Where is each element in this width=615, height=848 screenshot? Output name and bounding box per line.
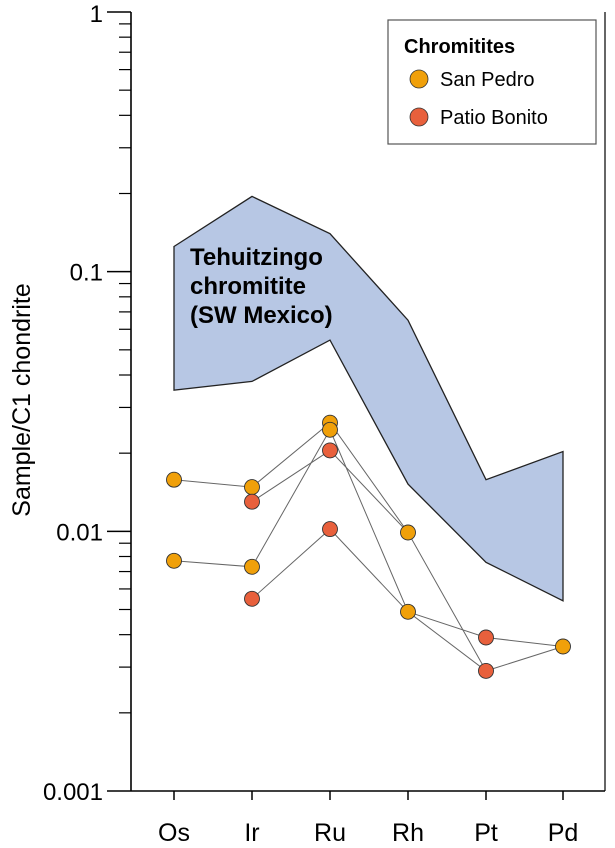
legend-title: Chromitites — [404, 36, 515, 58]
series-line-3 — [251, 449, 487, 672]
data-point-patio-bonito — [322, 442, 338, 459]
y-tick-label: 0.01 — [56, 519, 103, 546]
x-tick-label: Ru — [314, 819, 346, 847]
x-tick-label: Rh — [392, 819, 424, 847]
data-point-san-pedro — [400, 603, 416, 620]
data-point-san-pedro — [166, 471, 182, 488]
data-point-san-pedro — [244, 479, 260, 496]
data-point-san-pedro — [244, 558, 260, 575]
data-point-san-pedro — [322, 421, 338, 438]
data-point-san-pedro — [166, 552, 182, 569]
band-layer — [173, 195, 564, 602]
x-tick-label: Pd — [548, 819, 579, 847]
series-line-2 — [173, 428, 564, 672]
y-tick-label: 1 — [90, 1, 103, 28]
legend-marker-san-pedro — [409, 69, 429, 89]
band-label: Tehuitzingo chromitite (SW Mexico) — [190, 244, 333, 329]
series-line-1 — [173, 421, 409, 533]
data-points — [166, 414, 571, 679]
data-point-patio-bonito — [322, 521, 338, 538]
band-label-line: chromitite — [190, 273, 306, 300]
x-tick-label: Ir — [244, 819, 259, 847]
data-point-san-pedro — [555, 638, 571, 655]
band-label-line: (SW Mexico) — [190, 302, 333, 329]
data-point-patio-bonito — [478, 629, 494, 646]
y-tick-label: 0.1 — [70, 260, 103, 287]
axes: 0.001 0.01 0.1 1 Os Ir Ru Rh Pt Pd — [43, 1, 606, 847]
y-axis-label: Sample/C1 chondrite — [8, 283, 36, 516]
data-point-patio-bonito — [244, 590, 260, 607]
y-tick-label: 0.001 — [43, 779, 103, 806]
data-point-patio-bonito — [478, 662, 494, 679]
legend-label-san-pedro: San Pedro — [440, 69, 535, 91]
legend-marker-patio-bonito — [409, 107, 429, 127]
x-tick-label: Pt — [474, 819, 498, 847]
band-label-line: Tehuitzingo — [190, 244, 323, 271]
x-tick-label: Os — [158, 819, 190, 847]
tehuitzingo-field — [173, 195, 564, 602]
data-point-patio-bonito — [244, 493, 260, 510]
data-point-san-pedro — [400, 524, 416, 541]
legend-label-patio-bonito: Patio Bonito — [440, 107, 548, 129]
legend: Chromitites San Pedro Patio Bonito — [387, 19, 597, 145]
